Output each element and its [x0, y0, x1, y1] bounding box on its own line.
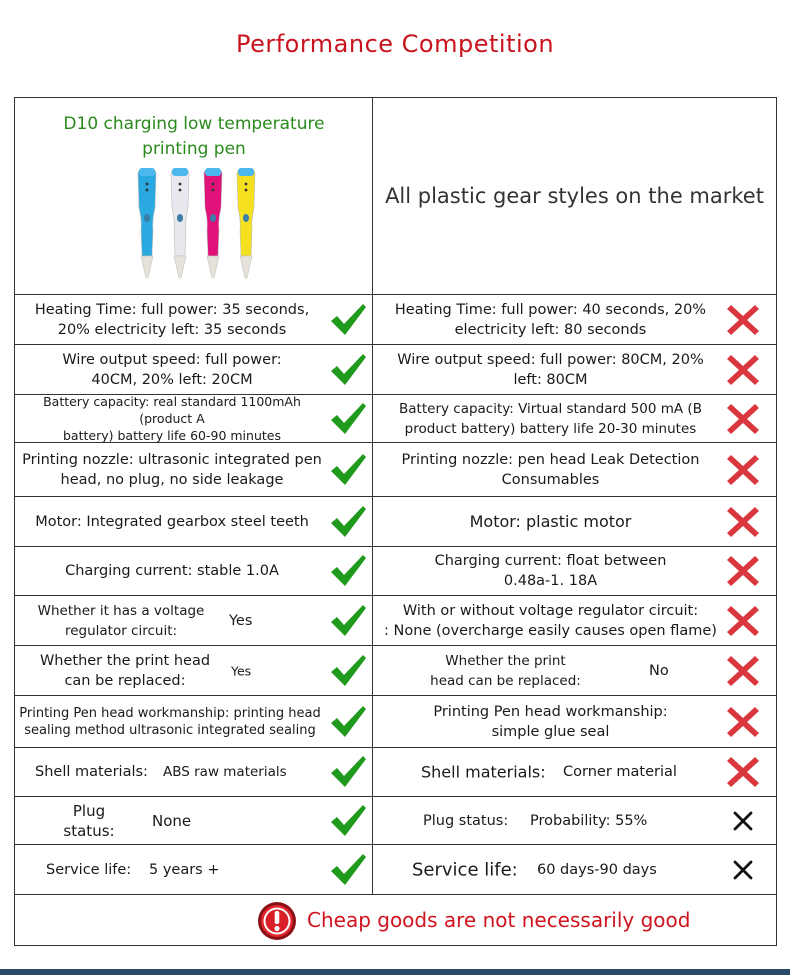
left-value: Yes	[229, 612, 253, 629]
check-icon	[328, 551, 368, 591]
cross-icon	[723, 450, 763, 490]
right-text: Charging current: float between 0.48a-1. …	[434, 553, 667, 589]
row-voltage-regulator: Whether it has a voltage regulator circui…	[15, 595, 776, 645]
row-head-replaced: Whether the print head can be replaced: Y…	[15, 645, 776, 695]
right-text: Printing nozzle: pen head Leak Detection…	[401, 451, 700, 488]
check-icon	[328, 502, 368, 542]
x-icon	[723, 801, 763, 841]
pen-2	[170, 168, 190, 279]
left-value: Yes	[231, 663, 252, 678]
row-shell-material: Shell materials: ABS raw materials Shell…	[15, 747, 776, 796]
check-icon	[328, 850, 368, 890]
pen-3	[203, 168, 223, 279]
right-text: Service life:	[412, 859, 518, 880]
left-text: Charging current: stable 1.0A	[65, 563, 279, 579]
right-text: Printing Pen head workmanship: simple glu…	[433, 703, 668, 740]
page-title: Performance Competition	[235, 30, 555, 58]
row-wire-speed: Wire output speed: full power: 40CM, 20% …	[15, 344, 776, 394]
left-text: Whether it has a voltage regulator circui…	[37, 602, 205, 639]
check-icon	[328, 399, 368, 439]
check-icon	[328, 450, 368, 490]
row-nozzle: Printing nozzle: ultrasonic integrated p…	[15, 442, 776, 496]
header-row: D10 charging low temperature printing pe…	[15, 98, 776, 294]
left-text: Wire output speed: full power: 40CM, 20% …	[62, 351, 282, 388]
row-motor: Motor: Integrated gearbox steel teeth Mo…	[15, 496, 776, 546]
comparison-table: D10 charging low temperature printing pe…	[14, 97, 777, 946]
left-text: Shell materials:	[35, 764, 148, 780]
right-text: With or without voltage regulator circui…	[384, 602, 717, 639]
warning-icon	[258, 902, 296, 940]
row-charging-current: Charging current: stable 1.0A Charging c…	[15, 546, 776, 595]
check-icon	[328, 300, 368, 340]
cross-icon	[723, 399, 763, 439]
left-text: Motor: Integrated gearbox steel teeth	[35, 513, 309, 530]
right-text: Heating Time: full power: 40 seconds, 20…	[394, 301, 707, 338]
header-right-cell: All plastic gear styles on the market	[373, 98, 776, 294]
left-text: Plug status:	[63, 801, 115, 840]
left-text: Printing Pen head workmanship: printing …	[19, 705, 321, 738]
right-text: Plug status:	[423, 812, 509, 829]
product-title: D10 charging low temperature printing pe…	[63, 114, 325, 159]
header-left-cell: D10 charging low temperature printing pe…	[15, 98, 373, 294]
pen-4	[236, 168, 256, 279]
left-value: None	[152, 811, 192, 830]
pen-1	[137, 168, 157, 279]
cross-icon	[723, 350, 763, 390]
left-text: Whether the print head can be replaced:	[39, 652, 211, 689]
row-battery: Battery capacity: real standard 1100mAh …	[15, 394, 776, 443]
row-workmanship: Printing Pen head workmanship: printing …	[15, 695, 776, 747]
cross-icon	[723, 551, 763, 591]
left-text: Printing nozzle: ultrasonic integrated p…	[22, 451, 322, 488]
right-value: Corner material	[563, 764, 677, 780]
cross-icon	[723, 651, 763, 691]
check-icon	[328, 702, 368, 742]
left-text: Battery capacity: real standard 1100mAh …	[43, 394, 301, 443]
footer-message: Cheap goods are not necessarily good	[307, 908, 691, 932]
cross-icon	[723, 752, 763, 792]
left-value: 5 years +	[149, 861, 220, 878]
footer-row: Cheap goods are not necessarily good	[15, 894, 776, 945]
right-text: Motor: plastic motor	[469, 511, 632, 531]
row-plug-status: Plug status: None Plug status: Probabilit…	[15, 796, 776, 844]
right-value: No	[649, 662, 669, 679]
row-heating-time: Heating Time: full power: 35 seconds, 20%…	[15, 294, 776, 344]
pens-image	[137, 168, 256, 279]
check-icon	[328, 651, 368, 691]
check-icon	[328, 601, 368, 641]
check-icon	[328, 752, 368, 792]
right-value: 60 days-90 days	[537, 861, 657, 878]
left-text: Service life:	[46, 861, 132, 878]
right-text: Wire output speed: full power: 80CM, 20%…	[397, 351, 704, 388]
right-text: Shell materials:	[421, 762, 546, 782]
bottom-bar	[0, 969, 790, 975]
right-text: Battery capacity: Virtual standard 500 m…	[399, 400, 702, 437]
competitor-title: All plastic gear styles on the market	[385, 184, 764, 208]
check-icon	[328, 801, 368, 841]
cross-icon	[723, 502, 763, 542]
cross-icon	[723, 300, 763, 340]
cross-icon	[723, 702, 763, 742]
left-value: ABS raw materials	[163, 764, 287, 780]
right-text: Whether the print head can be replaced:	[430, 652, 581, 689]
check-icon	[328, 350, 368, 390]
row-service-life: Service life: 5 years + Service life: 60…	[15, 844, 776, 894]
right-value: Probability: 55%	[530, 812, 648, 829]
x-icon	[723, 850, 763, 890]
cross-icon	[723, 601, 763, 641]
left-text: Heating Time: full power: 35 seconds, 20%…	[34, 301, 310, 338]
